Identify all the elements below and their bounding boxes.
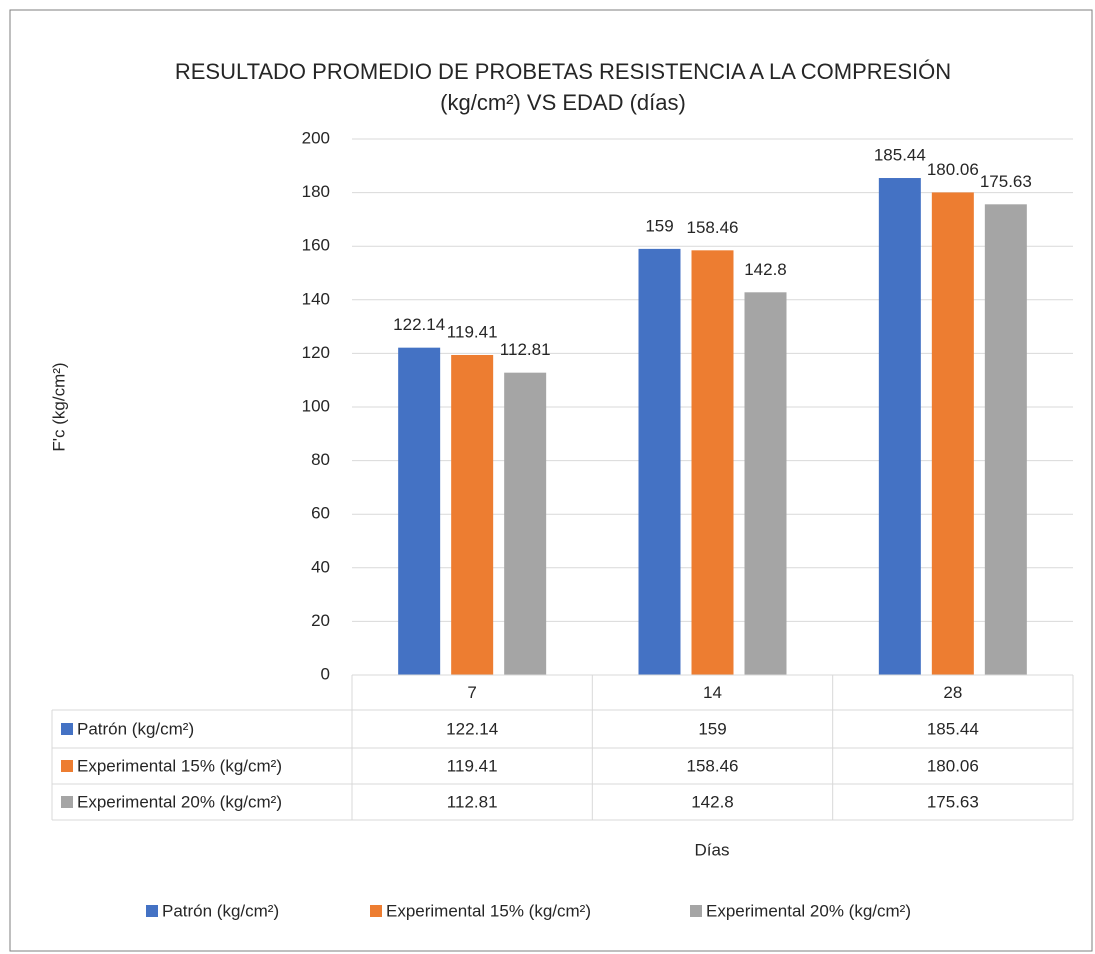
bar [638, 248, 681, 675]
table-cell: 175.63 [927, 792, 979, 811]
table-cell: 180.06 [927, 756, 979, 775]
table-cell: 158.46 [687, 756, 739, 775]
table-cell: 122.14 [446, 719, 498, 738]
y-tick-label: 80 [311, 450, 330, 469]
y-tick-label: 100 [302, 396, 330, 415]
legend-key [370, 905, 382, 917]
data-label: 158.46 [687, 218, 739, 237]
table-legend-key [61, 760, 73, 772]
legend-label: Patrón (kg/cm²) [162, 901, 279, 920]
table-cell: 185.44 [927, 719, 979, 738]
table-cell: 119.41 [447, 756, 498, 775]
x-tick-label: 28 [943, 683, 962, 702]
data-label: 112.81 [500, 340, 551, 359]
table-cell: 142.8 [691, 792, 734, 811]
y-tick-label: 160 [302, 236, 330, 255]
legend-label: Experimental 20% (kg/cm²) [706, 901, 911, 920]
bar [984, 204, 1027, 676]
bar [691, 250, 734, 675]
table-cell: 112.81 [447, 792, 498, 811]
bar [878, 178, 921, 675]
table-row-label: Patrón (kg/cm²) [77, 719, 194, 738]
y-tick-label: 0 [321, 664, 330, 683]
bar [451, 354, 494, 675]
legend-key [690, 905, 702, 917]
data-label: 142.8 [744, 260, 787, 279]
table-legend-key [61, 796, 73, 808]
y-tick-label: 60 [311, 504, 330, 523]
data-label: 159 [645, 216, 673, 235]
table-cell: 159 [698, 719, 726, 738]
y-tick-label: 140 [302, 289, 330, 308]
legend-label: Experimental 15% (kg/cm²) [386, 901, 591, 920]
y-axis-title: F'c (kg/cm²) [49, 362, 68, 451]
bar [744, 292, 787, 675]
y-tick-label: 180 [302, 182, 330, 201]
chart-title: RESULTADO PROMEDIO DE PROBETAS RESISTENC… [174, 59, 952, 115]
data-label: 180.06 [927, 160, 979, 179]
table-legend-key [61, 723, 73, 735]
bar [398, 347, 441, 675]
data-label: 185.44 [874, 146, 926, 165]
x-tick-label: 14 [703, 683, 722, 702]
legend-key [146, 905, 158, 917]
y-tick-label: 40 [311, 557, 330, 576]
y-tick-label: 120 [302, 343, 330, 362]
x-tick-label: 7 [467, 683, 476, 702]
data-label: 119.41 [447, 322, 498, 341]
y-tick-label: 200 [302, 128, 330, 147]
table-row-label: Experimental 20% (kg/cm²) [77, 792, 282, 811]
data-label: 175.63 [980, 172, 1032, 191]
bar [931, 192, 974, 675]
x-axis-title: Días [695, 840, 730, 859]
data-label: 122.14 [393, 315, 445, 334]
y-tick-label: 20 [311, 611, 330, 630]
table-row-label: Experimental 15% (kg/cm²) [77, 756, 282, 775]
bar [504, 372, 547, 675]
